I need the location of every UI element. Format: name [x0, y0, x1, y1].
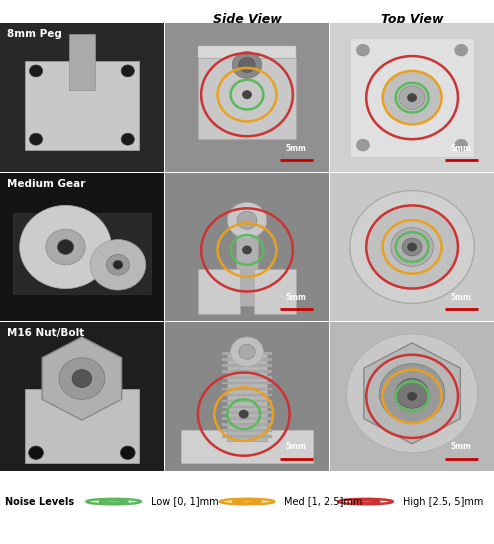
Text: Side View: Side View: [212, 14, 282, 26]
Bar: [222, 400, 272, 402]
Bar: [222, 423, 272, 426]
Text: Med [1, 2.5]mm: Med [1, 2.5]mm: [284, 497, 363, 506]
Bar: [222, 388, 272, 391]
Circle shape: [407, 93, 417, 102]
Bar: [198, 269, 241, 314]
Circle shape: [46, 229, 85, 265]
Circle shape: [72, 369, 92, 387]
Circle shape: [407, 392, 417, 401]
Bar: [227, 352, 267, 441]
Bar: [236, 210, 258, 306]
Bar: [222, 405, 272, 408]
Circle shape: [402, 238, 422, 256]
Circle shape: [391, 228, 433, 266]
Circle shape: [399, 86, 425, 109]
Circle shape: [396, 379, 428, 408]
Circle shape: [20, 206, 111, 288]
Text: 5mm: 5mm: [451, 293, 472, 302]
Bar: [198, 58, 296, 139]
Circle shape: [59, 358, 105, 399]
Circle shape: [57, 239, 74, 255]
Text: Medium Gear: Medium Gear: [6, 178, 85, 189]
Bar: [222, 417, 272, 420]
Bar: [13, 213, 151, 294]
Bar: [222, 364, 272, 367]
Bar: [253, 269, 296, 314]
Bar: [181, 430, 313, 463]
Bar: [222, 435, 272, 438]
Polygon shape: [42, 337, 122, 420]
Text: 5mm: 5mm: [286, 144, 307, 152]
Circle shape: [113, 261, 123, 269]
Text: 5mm: 5mm: [286, 293, 307, 302]
Circle shape: [90, 239, 146, 290]
Circle shape: [454, 44, 468, 56]
Bar: [222, 382, 272, 385]
Circle shape: [350, 190, 474, 304]
Bar: [25, 389, 139, 463]
Circle shape: [239, 58, 255, 72]
Circle shape: [379, 364, 445, 423]
Text: Top View: Top View: [381, 14, 443, 26]
Bar: [222, 376, 272, 379]
Bar: [222, 370, 272, 373]
Bar: [69, 34, 95, 90]
Circle shape: [227, 202, 267, 238]
Circle shape: [239, 410, 248, 418]
Circle shape: [237, 212, 257, 229]
Bar: [350, 38, 474, 157]
Circle shape: [383, 71, 442, 125]
Text: 5mm: 5mm: [451, 442, 472, 452]
Bar: [25, 60, 139, 150]
Text: 8mm Peg: 8mm Peg: [6, 29, 61, 39]
Circle shape: [347, 334, 478, 453]
Bar: [222, 429, 272, 432]
Bar: [222, 358, 272, 361]
Bar: [222, 352, 272, 355]
Text: High [2.5, 5]mm: High [2.5, 5]mm: [403, 497, 483, 506]
Circle shape: [232, 52, 262, 78]
Circle shape: [121, 133, 134, 145]
Text: M16 Nut/Bolt: M16 Nut/Bolt: [6, 328, 84, 338]
Text: 5mm: 5mm: [286, 442, 307, 452]
Circle shape: [356, 44, 370, 56]
Polygon shape: [364, 343, 460, 444]
Text: Noise Levels: Noise Levels: [5, 497, 81, 506]
Circle shape: [121, 446, 135, 460]
Circle shape: [30, 65, 42, 77]
Circle shape: [454, 139, 468, 151]
Circle shape: [242, 245, 252, 255]
Circle shape: [366, 206, 458, 288]
Circle shape: [30, 133, 42, 145]
Bar: [222, 411, 272, 414]
Circle shape: [239, 344, 255, 359]
Circle shape: [356, 139, 370, 151]
Bar: [198, 46, 296, 58]
Text: 5mm: 5mm: [451, 144, 472, 152]
Circle shape: [29, 446, 43, 460]
Text: Low [0, 1]mm: Low [0, 1]mm: [151, 497, 218, 506]
Circle shape: [121, 65, 134, 77]
Circle shape: [407, 243, 417, 251]
Circle shape: [231, 337, 263, 367]
Circle shape: [107, 255, 129, 275]
Bar: [222, 394, 272, 397]
Circle shape: [242, 90, 252, 99]
